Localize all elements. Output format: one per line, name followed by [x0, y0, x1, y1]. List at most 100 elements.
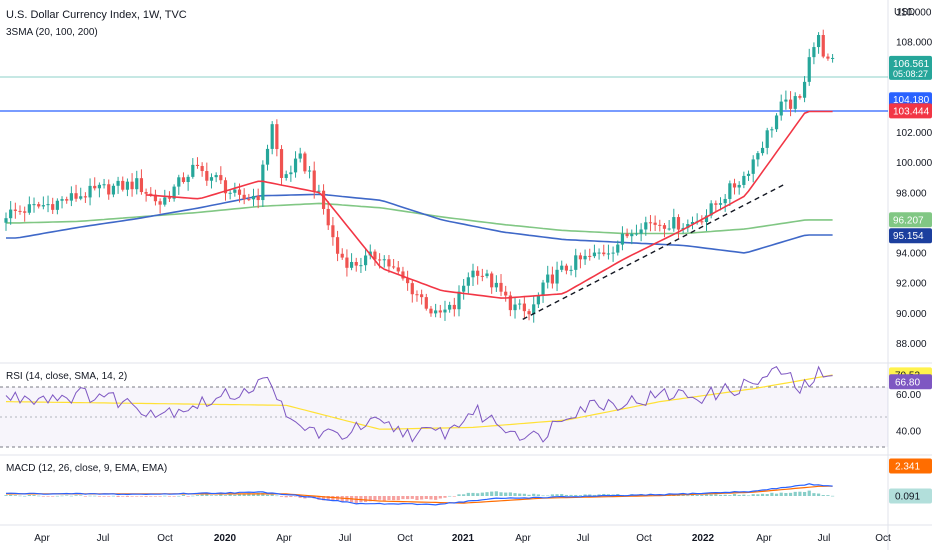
candle-body [420, 294, 424, 298]
candle-body [532, 304, 536, 315]
candle-body [737, 184, 741, 188]
macd-histogram-bar [452, 496, 456, 497]
candle-body [518, 303, 522, 305]
macd-histogram-bar [130, 496, 134, 497]
rsi-title[interactable]: RSI (14, close, SMA, 14, 2) [6, 371, 127, 382]
macd-histogram-bar [214, 495, 218, 496]
candle-body [186, 176, 190, 183]
candle-body [676, 217, 681, 230]
candle-body [667, 228, 671, 230]
candle-body [690, 221, 695, 225]
macd-histogram-bar [700, 495, 704, 496]
candle-body [639, 229, 643, 234]
macd-histogram-bar [499, 492, 503, 496]
time-tick-label: Apr [34, 533, 50, 544]
macd-histogram-bar [424, 496, 428, 499]
macd-histogram-bar [560, 494, 564, 496]
candle-body [816, 35, 821, 48]
macd-histogram-bar [93, 495, 97, 497]
rsi-tag-bg [889, 374, 932, 390]
candle-body [653, 222, 657, 225]
macd-histogram-bar [443, 496, 447, 498]
macd-histogram-bar [723, 494, 727, 496]
price-tick-label: 100.000 [896, 158, 932, 169]
macd-histogram-bar [167, 496, 172, 497]
macd-histogram-bar [807, 490, 811, 496]
macd-histogram-bar [522, 493, 526, 496]
candle-body [578, 255, 583, 260]
macd-title[interactable]: MACD (12, 26, close, 9, EMA, EMA) [6, 463, 167, 474]
price-tag-label: 95.154 [893, 231, 924, 242]
candle-body [205, 171, 209, 181]
macd-histogram-bar [60, 495, 64, 497]
candle-body [69, 193, 73, 201]
candle-body [32, 204, 36, 206]
candle-body [798, 96, 802, 98]
candle-body [293, 158, 298, 173]
candle-body [662, 225, 667, 229]
price-tick-label: 110.000 [896, 8, 932, 19]
candle-body [424, 297, 428, 309]
candle-body [462, 285, 466, 292]
macd-histogram-bar [116, 496, 120, 498]
macd-histogram-bar [812, 493, 816, 496]
candle-body [718, 203, 723, 205]
time-tick-label: 2021 [452, 533, 475, 544]
sma-20-line [146, 110, 833, 299]
macd-histogram-bar [317, 496, 321, 500]
macd-histogram-bar [200, 494, 204, 496]
macd-histogram-bar [821, 495, 825, 496]
candle-body [490, 273, 494, 288]
macd-histogram-bar [392, 496, 396, 501]
sma-200-line [6, 202, 833, 235]
indicator-3sma-title[interactable]: 3SMA (20, 100, 200) [6, 27, 98, 38]
candle-body [658, 224, 662, 226]
rsi-tag-label: 66.80 [895, 377, 920, 388]
macd-histogram-bar [191, 495, 195, 497]
candle-body [93, 185, 97, 189]
candle-body [378, 259, 382, 261]
price-tick-label: 108.000 [896, 38, 932, 49]
candle-body [672, 217, 676, 229]
macd-histogram-bar [331, 496, 335, 502]
candle-body [415, 294, 419, 296]
macd-histogram-bar [158, 496, 162, 497]
macd-histogram-bar [802, 491, 807, 496]
price-tick-label: 88.000 [896, 339, 927, 350]
macd-histogram-bar [401, 496, 405, 500]
macd-histogram-bar [718, 494, 723, 496]
macd-histogram-bar [228, 493, 232, 496]
macd-histogram-bar [382, 496, 386, 501]
candle-body [312, 170, 316, 191]
macd-histogram-bar [195, 495, 200, 496]
time-tick-label: Apr [276, 533, 292, 544]
candle-body [354, 261, 358, 266]
symbol-title[interactable]: U.S. Dollar Currency Index, 1W, TVC [6, 9, 187, 21]
candle-body [452, 304, 456, 310]
macd-histogram-bar [765, 494, 769, 496]
macd-histogram-bar [546, 495, 550, 497]
macd-histogram-bar [107, 496, 111, 497]
candle-body [499, 282, 503, 292]
candle-body [406, 278, 410, 284]
macd-histogram-bar [429, 496, 433, 500]
macd-histogram-bar [690, 494, 695, 496]
sma-20-path [146, 110, 833, 299]
candle-body [9, 209, 13, 219]
macd-histogram-bar [742, 494, 746, 496]
candle-body [396, 267, 400, 272]
macd-histogram-bar [18, 495, 22, 497]
candle-body [130, 181, 134, 190]
candle-body [326, 208, 330, 226]
candle-body [709, 203, 713, 216]
candle-body [79, 196, 83, 199]
macd-histogram-bar [541, 495, 545, 497]
candle-body [181, 177, 186, 183]
macd-histogram-bar [163, 495, 167, 497]
candle-body [812, 47, 816, 58]
price-tag-bg [889, 55, 932, 80]
macd-histogram-bar [270, 494, 274, 496]
macd-histogram-bar [494, 491, 498, 496]
candle-body [359, 265, 363, 267]
